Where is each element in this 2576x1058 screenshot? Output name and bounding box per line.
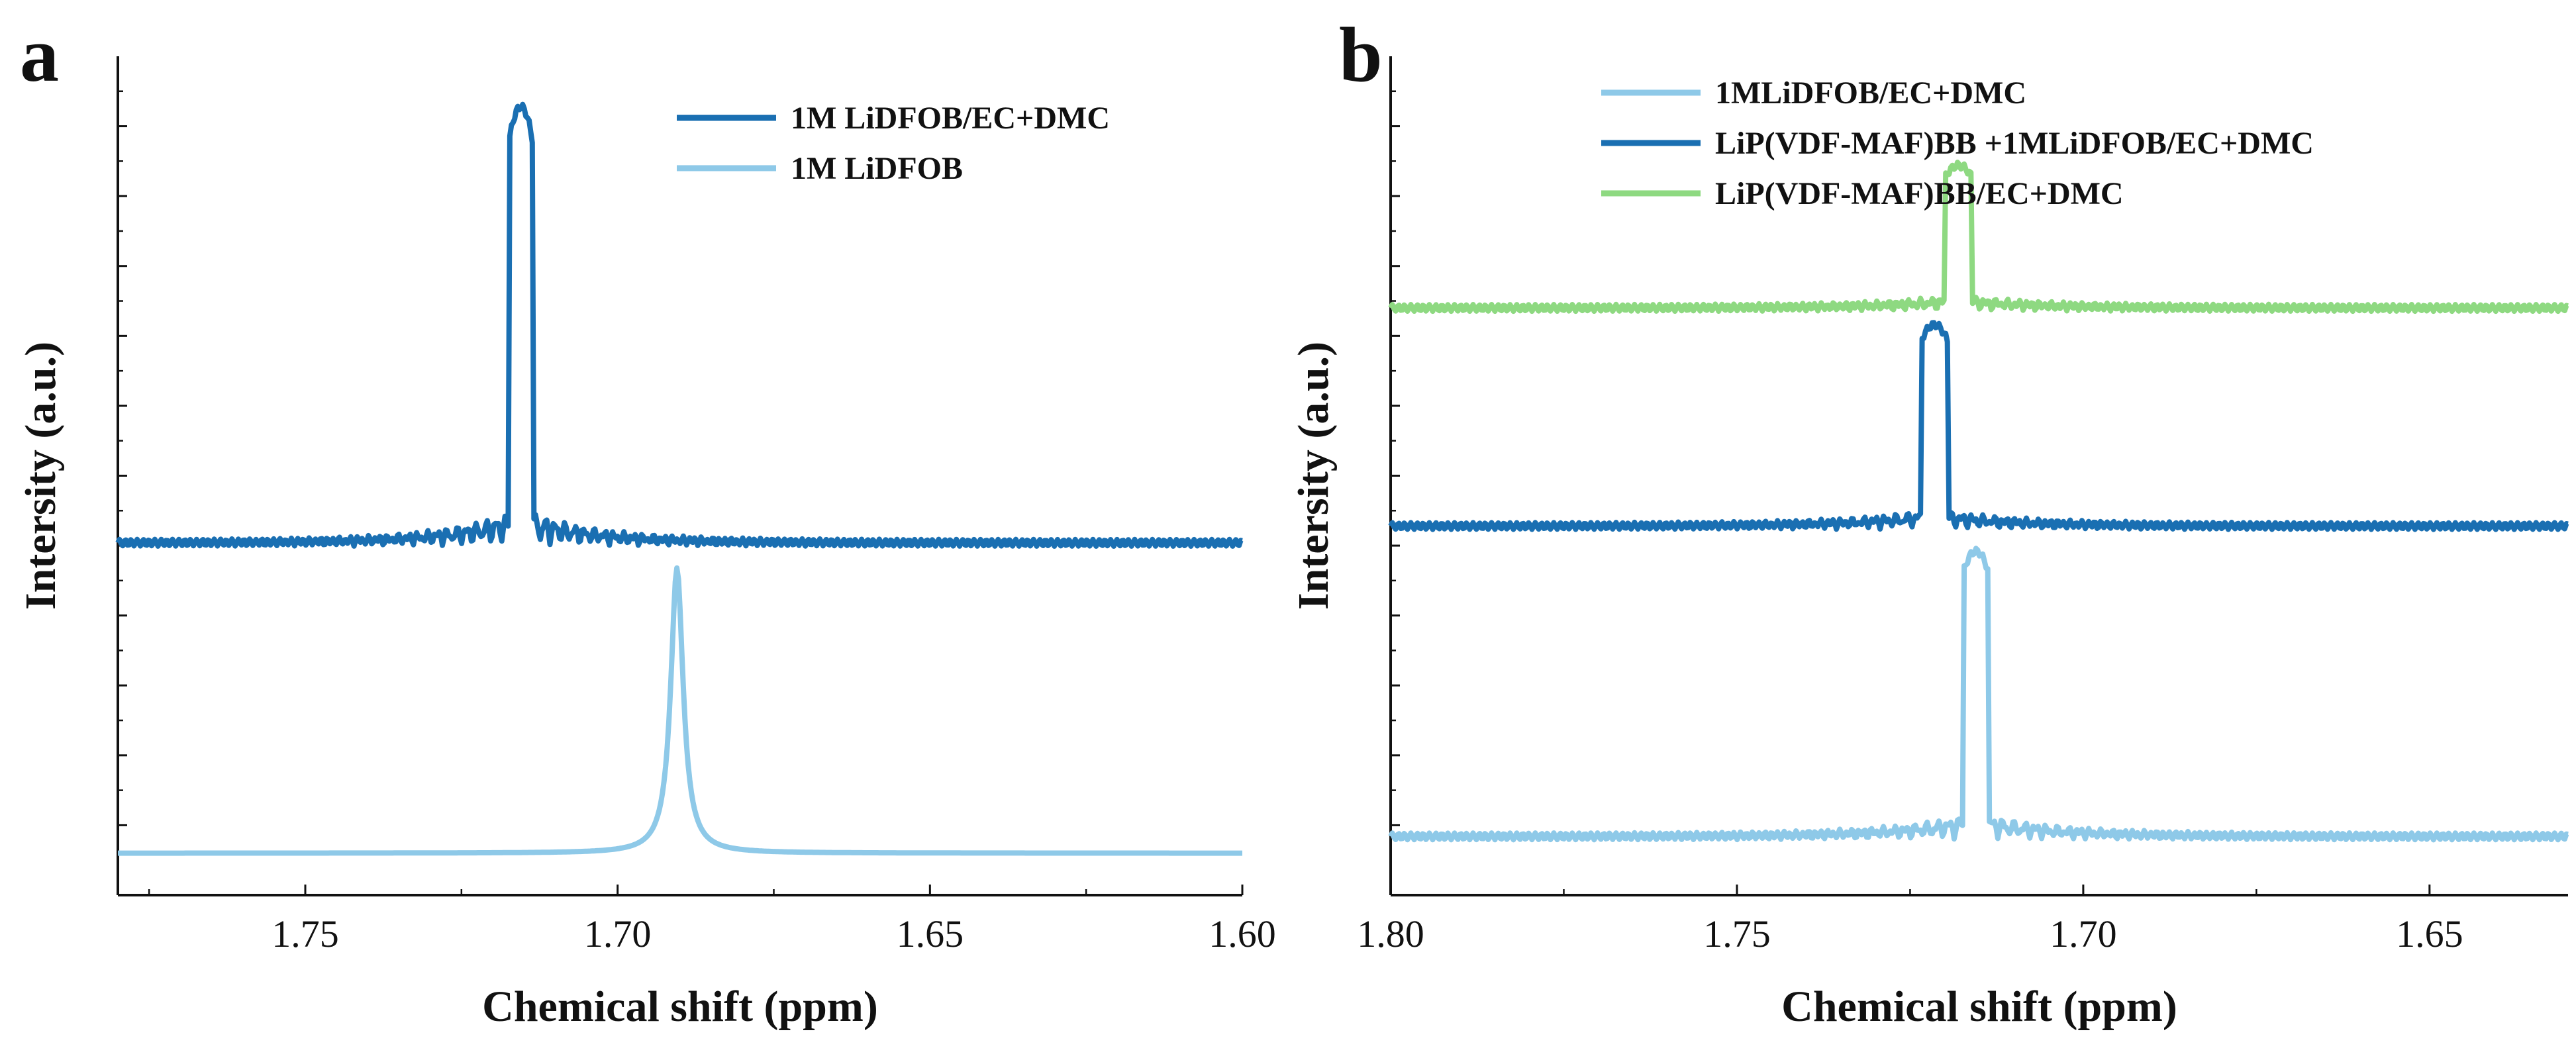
panel-label: b [1339,11,1383,98]
x-tick-label: 1.60 [1209,912,1276,955]
x-tick-label: 1.65 [2396,912,2463,955]
x-tick-label: 1.75 [1703,912,1771,955]
x-tick-label: 1.70 [2050,912,2117,955]
panel-label: a [20,11,59,98]
legend-label: 1M LiDFOB [791,151,963,186]
x-tick-label: 1.75 [272,912,339,955]
series-line [1388,160,2569,314]
panel-b: 1.80 1.75 1.70 1.65 Chemical shift (ppm) Inte… [1289,11,2569,1031]
legend-label: LiP(VDF-MAF)BB/EC+DMC [1715,176,2124,211]
x-tick-label: 1.70 [584,912,652,955]
panel-a: 1.75 1.70 1.65 1.60 Chemical shift (ppm) Inte… [17,11,1276,1031]
legend-label: 1MLiDFOB/EC+DMC [1715,75,2026,111]
x-tick-label: 1.65 [897,912,964,955]
series-line [117,565,1244,856]
x-axis-title: Chemical shift (ppm) [482,983,878,1031]
series-line [1388,546,2569,843]
legend-label: 1M LiDFOB/EC+DMC [791,101,1110,136]
legend-label: LiP(VDF-MAF)BB +1MLiDFOB/EC+DMC [1715,126,2314,161]
y-axis-title: Intersity (a.u.) [1289,342,1338,610]
y-axis-title: Intersity (a.u.) [17,342,65,610]
x-tick-label: 1.80 [1357,912,1424,955]
x-axis-title: Chemical shift (ppm) [1781,983,2177,1031]
series-line [1388,320,2569,532]
series-line [115,101,1244,549]
